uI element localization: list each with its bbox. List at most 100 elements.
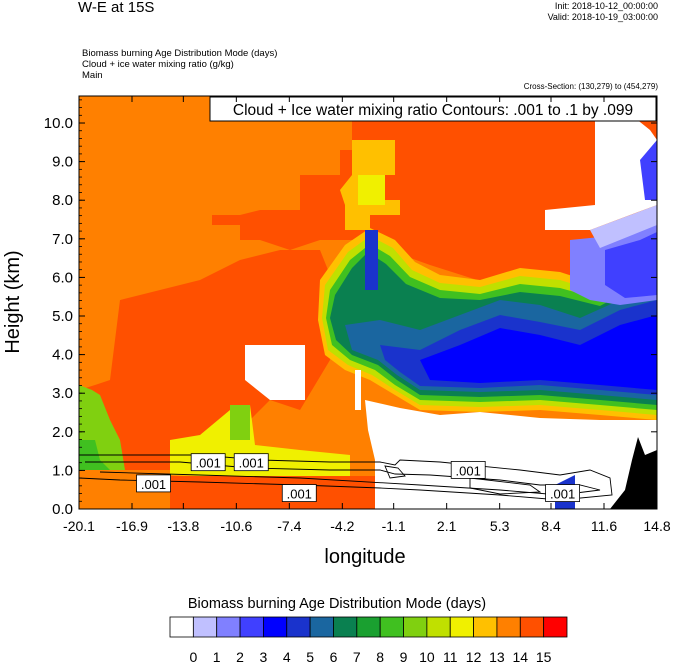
colorbar-label: 9 [399, 649, 408, 665]
y-axis-label: Height (km) [2, 250, 24, 353]
field-line-3: Main [82, 70, 103, 81]
colorbar-swatch [356, 616, 381, 638]
colorbar-swatch [473, 616, 498, 638]
colorbar-swatch [543, 616, 568, 638]
contour-label-box [545, 484, 580, 502]
y-axis: 0.0 1.0 2.0 3.0 4.0 5.0 6.0 7.0 8.0 9.0 10.0 [44, 99, 657, 518]
contour-label: .001 [141, 477, 166, 492]
field-age-3-east-high [640, 140, 657, 200]
contour-label-box [233, 453, 269, 472]
field-age-0-low [365, 400, 657, 509]
init-time: Init: 2018-10-12_00:00:00 [554, 1, 658, 11]
field-age-4-mid [420, 315, 657, 390]
y-tick-label: 5.0 [52, 308, 73, 325]
contour-label: .001 [456, 463, 481, 478]
y-tick-label: 7.0 [52, 231, 73, 248]
colorbar-swatch [169, 616, 194, 638]
colorbar-labels: 0 1 2 3 4 5 6 7 8 9 10 11 12 13 14 15 [0, 649, 674, 667]
field-description: Biomass burning Age Distribution Mode (d… [82, 48, 277, 81]
contour-title-box [209, 96, 657, 122]
field-age-0-patch [245, 345, 305, 400]
valid-time: Valid: 2018-10-19_03:00:00 [547, 12, 658, 22]
colorbar-label: 3 [259, 649, 268, 665]
y-tick-label: 0.0 [52, 501, 73, 518]
plot-title: W-E at 15S [78, 0, 155, 16]
y-tick-label: 2.0 [52, 424, 73, 441]
colorbar [169, 616, 568, 638]
field-age-15-surface [170, 476, 375, 509]
y-tick-label: 6.0 [52, 269, 73, 286]
field-age-10-bl [230, 405, 250, 440]
y-tick-label: 1.0 [52, 462, 73, 479]
x-tick-label: 14.8 [643, 518, 670, 534]
y-tick-label: 10.0 [44, 115, 73, 132]
field-age-3-east [605, 232, 657, 298]
x-tick-label: -1.1 [382, 518, 406, 534]
colorbar-swatch [426, 616, 451, 638]
colorbar-swatch [496, 616, 521, 638]
time-info: Init: 2018-10-12_00:00:00 Valid: 2018-10… [548, 1, 658, 23]
colorbar-swatch [519, 616, 545, 638]
colorbar-swatch [239, 616, 264, 638]
field-age-14-upper-mid [212, 96, 352, 215]
colorbar-swatch [263, 616, 288, 638]
colorbar-label: 7 [352, 649, 361, 665]
colorbar-swatch [192, 616, 218, 638]
x-tick-label: 5.3 [490, 518, 510, 534]
contour-label-box [281, 484, 317, 502]
colorbar-label: 8 [376, 649, 385, 665]
colorbar-label: 5 [306, 649, 314, 665]
field-vertical-plume [365, 230, 378, 290]
colorbar-label: 2 [236, 649, 244, 665]
contour-label: .001 [196, 456, 221, 471]
x-tick-label: 11.6 [591, 518, 617, 534]
contour-labels: .001 .001 .001 .001 .001 .001 [136, 453, 580, 502]
x-tick-label: -10.6 [220, 518, 252, 534]
field-line-2: Cloud + ice water mixing ratio (g/kg) [82, 59, 234, 70]
colorbar-swatch [309, 616, 334, 638]
colorbar-swatch [449, 616, 474, 638]
contour-label: .001 [239, 456, 264, 471]
field-age-1-east [590, 205, 657, 248]
x-axis: -20.1 -16.9 -13.8 -10.6 -7.4 -4.2 -1.1 2.1 5.3 8.… [63, 96, 671, 534]
colorbar-label: 14 [512, 649, 529, 665]
field-line-1: Biomass burning Age Distribution Mode (d… [82, 48, 278, 59]
y-tick-label: 3.0 [52, 385, 73, 402]
x-tick-label: -13.8 [167, 518, 199, 534]
field-age-12-high [358, 175, 385, 205]
colorbar-label: 11 [442, 649, 458, 665]
colorbar-swatch [216, 616, 241, 638]
contour-label-box [190, 453, 226, 472]
x-tick-label: 2.1 [437, 518, 457, 534]
y-tick-label: 4.0 [52, 347, 73, 364]
field-age-0-east [545, 110, 657, 230]
plot-frame [78, 95, 658, 510]
x-axis-label: longitude [324, 546, 405, 568]
colorbar-label: 12 [465, 649, 482, 665]
terrain-mask [610, 437, 657, 509]
colorbar-swatch [286, 616, 311, 638]
field-age-14-west [79, 96, 212, 300]
x-tick-label: -7.4 [277, 518, 301, 534]
cross-section-label: Cross-Section: (130,279) to (454,279) [523, 82, 658, 91]
colorbar-label: 4 [282, 649, 291, 665]
colorbar-label: 13 [489, 649, 505, 665]
colorbar-label: 0 [189, 649, 198, 665]
field-age-0-sliver [355, 370, 361, 410]
colorbar-title: Biomass burning Age Distribution Mode (d… [187, 596, 487, 612]
y-tick-label: 9.0 [52, 154, 73, 171]
contour-label-box [136, 474, 171, 493]
x-tick-label: -4.2 [330, 518, 354, 534]
colorbar-swatch [403, 616, 428, 638]
heatmap-field [79, 96, 657, 509]
contour-label: .001 [287, 487, 312, 502]
colorbar-swatch [379, 616, 404, 638]
field-age-15-lower [79, 250, 340, 470]
colorbar-label: 1 [212, 649, 221, 665]
colorbar-swatch [333, 616, 358, 638]
colorbar-label: 6 [329, 649, 338, 665]
x-tick-label: -16.9 [116, 518, 148, 534]
y-tick-label: 8.0 [52, 192, 73, 209]
contour-lines [79, 454, 613, 501]
